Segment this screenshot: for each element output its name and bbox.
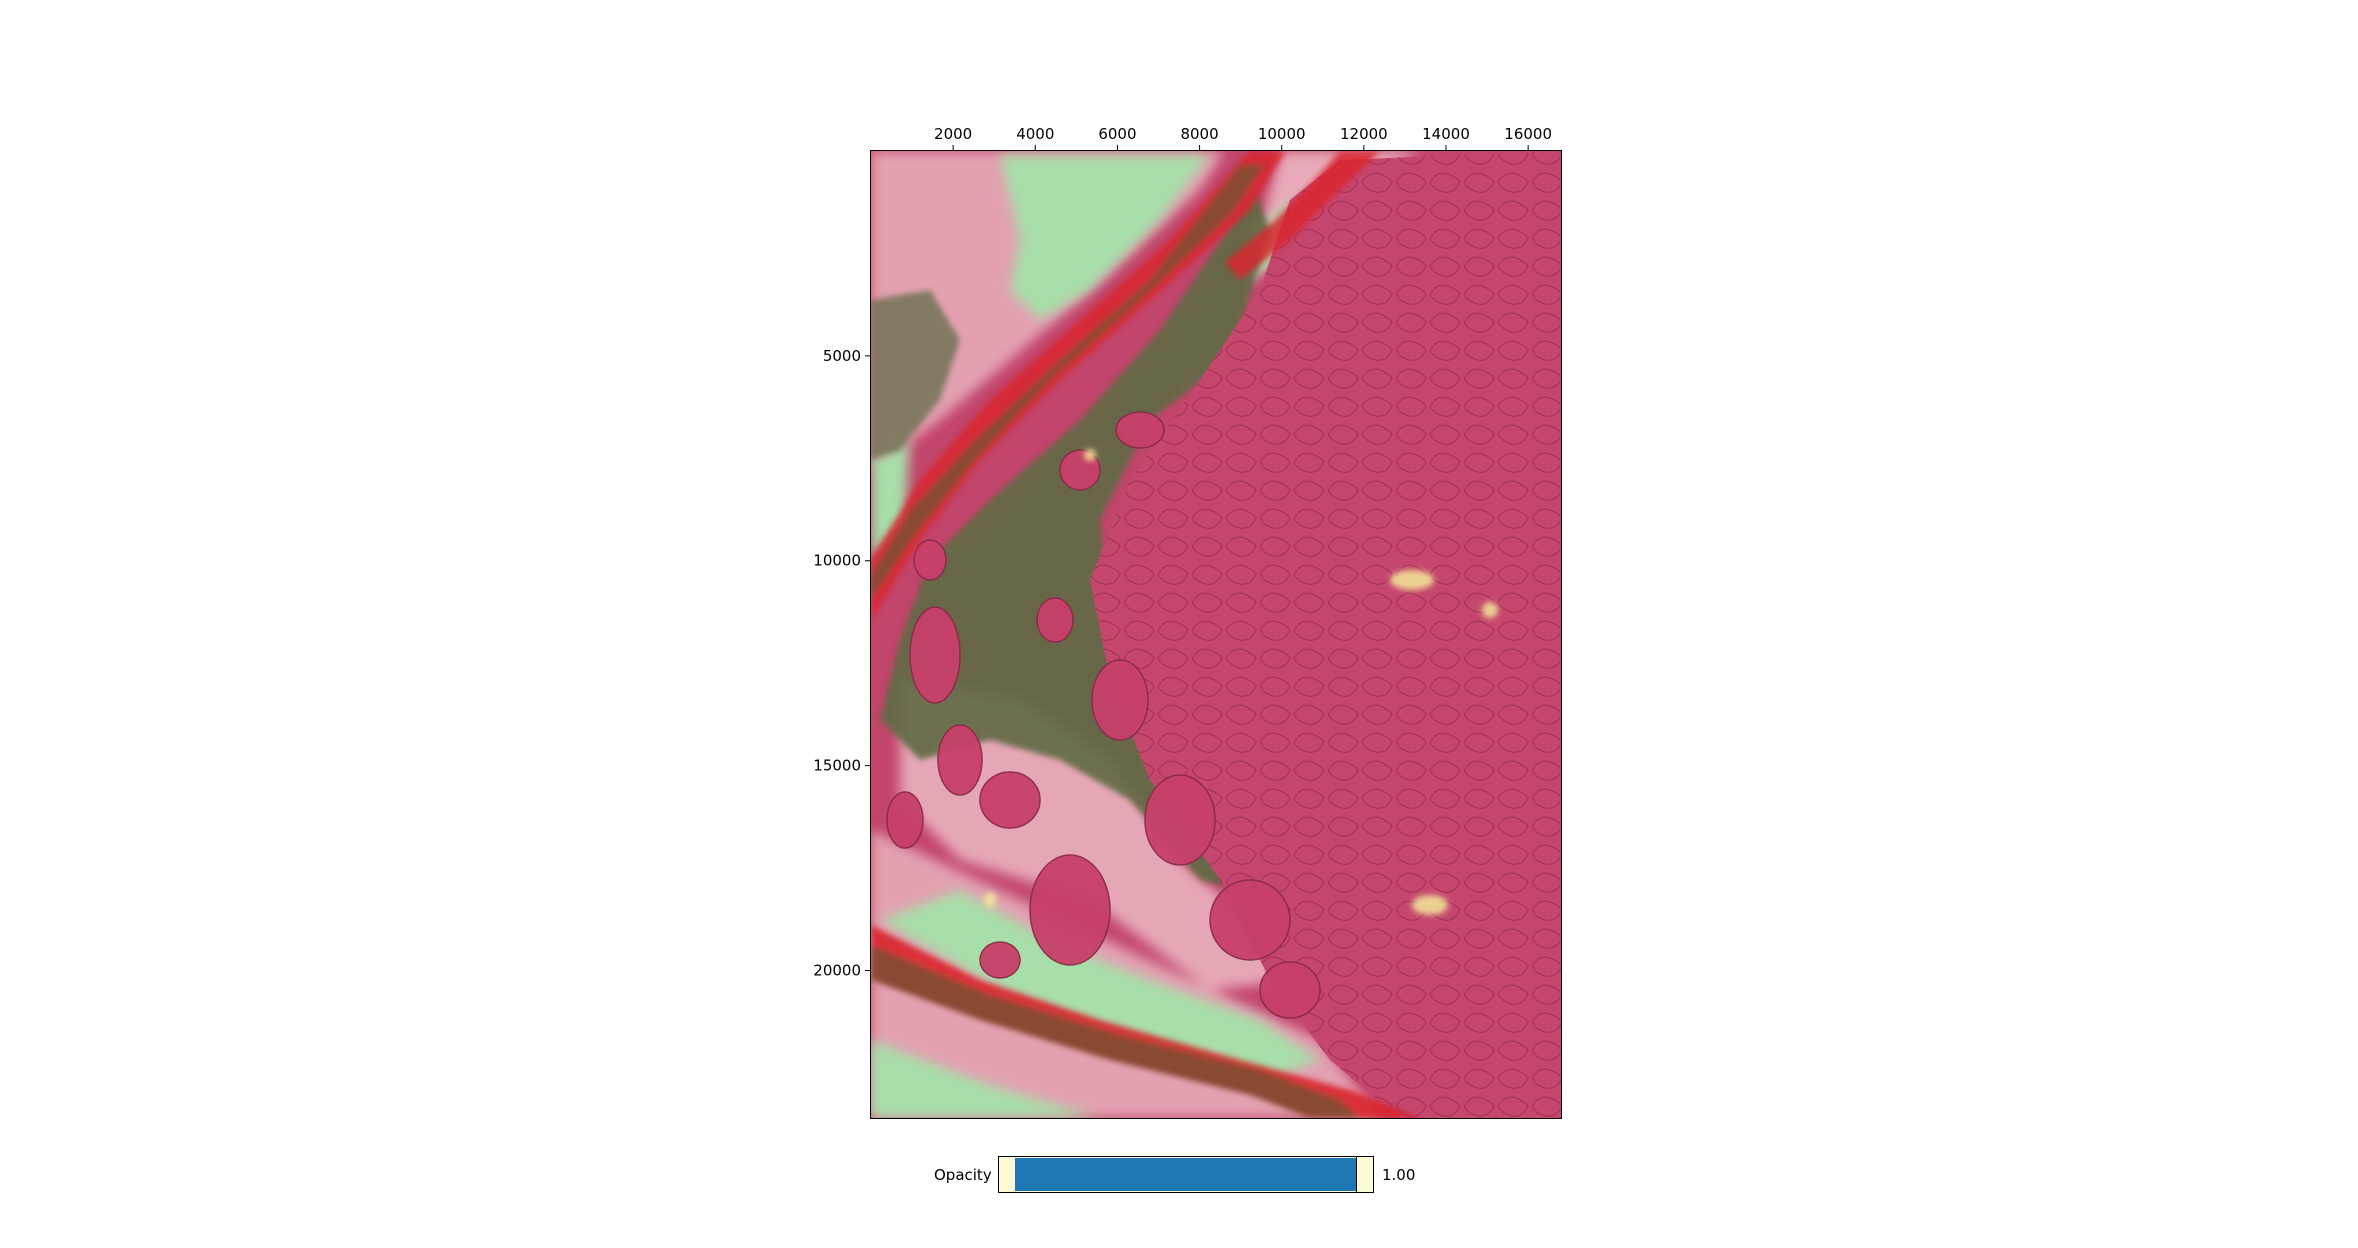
x-axis: 2000 4000 6000 8000 10000 12000 14000 16000 (934, 125, 1552, 151)
y-axis: 5000 10000 15000 20000 (813, 347, 871, 979)
y-tick-label: 20000 (813, 961, 861, 979)
y-tick-label: 5000 (823, 347, 861, 365)
x-tick-label: 12000 (1340, 125, 1388, 143)
y-tick-label: 10000 (813, 552, 861, 570)
opacity-value: 1.00 (1382, 1166, 1416, 1184)
x-tick-label: 4000 (1016, 125, 1054, 143)
x-tick-label: 10000 (1258, 125, 1306, 143)
x-tick-label: 8000 (1180, 125, 1218, 143)
plot-frame (870, 150, 1562, 1119)
opacity-slider-end (1356, 1157, 1357, 1192)
x-tick-label: 6000 (1098, 125, 1136, 143)
y-tick-label: 15000 (813, 757, 861, 775)
x-tick-label: 2000 (934, 125, 972, 143)
x-tick-label: 16000 (1504, 125, 1552, 143)
x-tick-label: 14000 (1422, 125, 1470, 143)
opacity-slider[interactable] (998, 1156, 1374, 1193)
tissue-overlay-image (871, 151, 1561, 1118)
opacity-label: Opacity (934, 1166, 992, 1184)
opacity-slider-fill (1015, 1158, 1357, 1191)
